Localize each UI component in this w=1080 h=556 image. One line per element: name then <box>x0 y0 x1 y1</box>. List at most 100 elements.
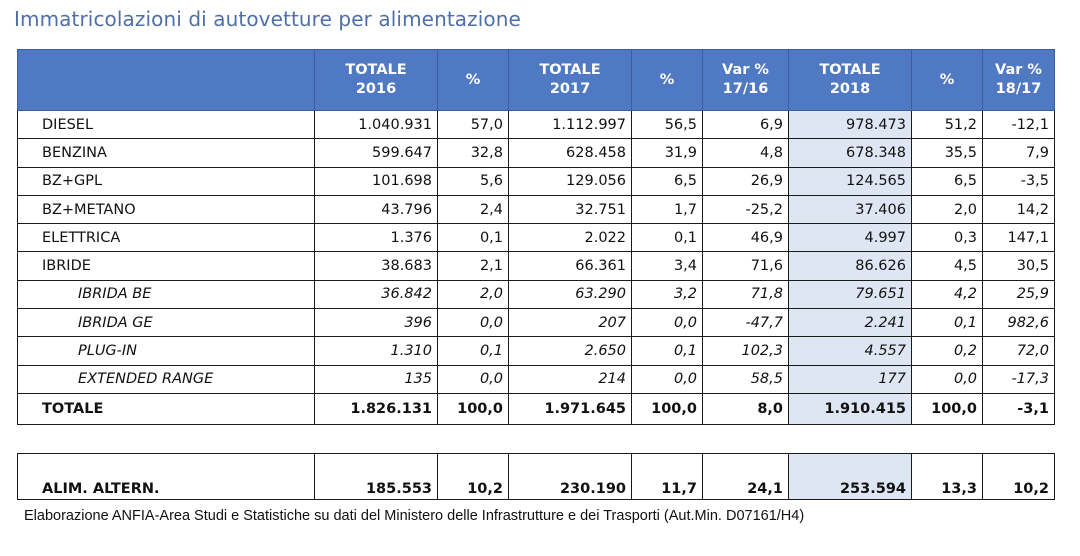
cell-var-17-16: 6,9 <box>702 109 789 140</box>
cell-var-17-16: -25,2 <box>702 194 789 225</box>
cell-pct-2018: 0,3 <box>911 223 983 253</box>
cell-total-2018: 2.241 <box>788 308 912 338</box>
cell-total-2016: 101.698 <box>314 166 438 196</box>
cell-pct-2017: 0,1 <box>631 223 703 253</box>
cell-total-2016: 1.310 <box>314 336 438 366</box>
cell-pct-2016: 10,2 <box>437 453 509 500</box>
row-label: EXTENDED RANGE <box>17 364 315 394</box>
row-label: BZ+GPL <box>17 166 315 196</box>
row-label: ELETTRICA <box>17 223 315 253</box>
table-row: IBRIDA BE 36.842 2,0 63.290 3,2 71,8 79.651 4,2… <box>17 279 1055 310</box>
cell-pct-2018: 100,0 <box>911 392 983 425</box>
cell-pct-2017: 0,0 <box>631 308 703 338</box>
row-label: BZ+METANO <box>17 194 315 225</box>
header-fuel <box>17 49 315 111</box>
cell-total-2018: 1.910.415 <box>788 392 912 425</box>
cell-var-18-17: 7,9 <box>982 138 1055 168</box>
cell-total-2016: 135 <box>314 364 438 394</box>
cell-pct-2018: 51,2 <box>911 109 983 140</box>
cell-total-2017: 2.022 <box>508 223 632 253</box>
cell-pct-2018: 4,2 <box>911 279 983 310</box>
cell-total-2016: 185.553 <box>314 453 438 500</box>
alternative-fuel-table: ALIM. ALTERN. 185.553 10,2 230.190 11,7 … <box>17 453 1055 500</box>
cell-total-2016: 1.040.931 <box>314 109 438 140</box>
cell-total-2017: 129.056 <box>508 166 632 196</box>
registrations-table: TOTALE 2016 % TOTALE 2017 % Var % 17/16 TOT… <box>17 49 1055 425</box>
cell-var-17-16: 58,5 <box>702 364 789 394</box>
header-total-2017: TOTALE 2017 <box>508 49 632 111</box>
cell-total-2018: 79.651 <box>788 279 912 310</box>
cell-pct-2016: 0,0 <box>437 364 509 394</box>
cell-var-18-17: -12,1 <box>982 109 1055 140</box>
cell-total-2016: 1.826.131 <box>314 392 438 425</box>
cell-total-2016: 1.376 <box>314 223 438 253</box>
table-row: BZ+GPL 101.698 5,6 129.056 6,5 26,9 124.565 6,5… <box>17 166 1055 196</box>
table-row: DIESEL 1.040.931 57,0 1.112.997 56,5 6,9 978.4… <box>17 109 1055 140</box>
cell-var-18-17: 72,0 <box>982 336 1055 366</box>
cell-pct-2017: 3,2 <box>631 279 703 310</box>
row-label: DIESEL <box>17 109 315 140</box>
cell-pct-2018: 2,0 <box>911 194 983 225</box>
header-total-2016: TOTALE 2016 <box>314 49 438 111</box>
cell-pct-2018: 35,5 <box>911 138 983 168</box>
cell-var-17-16: -47,7 <box>702 308 789 338</box>
cell-total-2018: 253.594 <box>788 453 912 500</box>
cell-total-2018: 678.348 <box>788 138 912 168</box>
row-label: ALIM. ALTERN. <box>17 453 315 500</box>
cell-total-2017: 66.361 <box>508 251 632 281</box>
cell-pct-2017: 1,7 <box>631 194 703 225</box>
cell-pct-2017: 100,0 <box>631 392 703 425</box>
cell-var-18-17: -17,3 <box>982 364 1055 394</box>
cell-pct-2016: 5,6 <box>437 166 509 196</box>
row-label: IBRIDA GE <box>17 308 315 338</box>
cell-total-2016: 36.842 <box>314 279 438 310</box>
cell-total-2018: 978.473 <box>788 109 912 140</box>
total-row: TOTALE 1.826.131 100,0 1.971.645 100,0 8,0 1.9… <box>17 392 1055 425</box>
cell-var-18-17: 25,9 <box>982 279 1055 310</box>
cell-var-18-17: 10,2 <box>982 453 1055 500</box>
cell-pct-2017: 11,7 <box>631 453 703 500</box>
row-label: IBRIDE <box>17 251 315 281</box>
cell-var-18-17: 14,2 <box>982 194 1055 225</box>
cell-total-2017: 2.650 <box>508 336 632 366</box>
cell-pct-2018: 0,2 <box>911 336 983 366</box>
cell-total-2016: 38.683 <box>314 251 438 281</box>
cell-pct-2016: 100,0 <box>437 392 509 425</box>
cell-var-17-16: 71,8 <box>702 279 789 310</box>
cell-pct-2018: 4,5 <box>911 251 983 281</box>
row-label: TOTALE <box>17 392 315 425</box>
cell-var-18-17: 982,6 <box>982 308 1055 338</box>
cell-pct-2018: 0,0 <box>911 364 983 394</box>
row-label: PLUG-IN <box>17 336 315 366</box>
table-row: PLUG-IN 1.310 0,1 2.650 0,1 102,3 4.557 0,2 72,0 <box>17 336 1055 366</box>
cell-var-17-16: 102,3 <box>702 336 789 366</box>
cell-total-2017: 1.971.645 <box>508 392 632 425</box>
header-pct-2018: % <box>911 49 983 111</box>
header-row: TOTALE 2016 % TOTALE 2017 % Var % 17/16 TOT… <box>17 49 1055 111</box>
cell-var-17-16: 8,0 <box>702 392 789 425</box>
cell-pct-2017: 0,0 <box>631 364 703 394</box>
cell-pct-2016: 0,0 <box>437 308 509 338</box>
alt-fuel-row: ALIM. ALTERN. 185.553 10,2 230.190 11,7 … <box>17 453 1055 500</box>
table-row: EXTENDED RANGE 135 0,0 214 0,0 58,5 177 0,0 -17,… <box>17 364 1055 394</box>
cell-total-2017: 207 <box>508 308 632 338</box>
cell-pct-2017: 31,9 <box>631 138 703 168</box>
cell-total-2017: 214 <box>508 364 632 394</box>
cell-total-2018: 4.557 <box>788 336 912 366</box>
header-var-17-16: Var % 17/16 <box>702 49 789 111</box>
cell-var-18-17: -3,1 <box>982 392 1055 425</box>
header-pct-2017: % <box>631 49 703 111</box>
cell-total-2016: 43.796 <box>314 194 438 225</box>
cell-pct-2016: 32,8 <box>437 138 509 168</box>
cell-total-2017: 32.751 <box>508 194 632 225</box>
page-title: Immatricolazioni di autovetture per alim… <box>14 7 521 31</box>
cell-pct-2018: 13,3 <box>911 453 983 500</box>
table-row: IBRIDA GE 396 0,0 207 0,0 -47,7 2.241 0,1 982,6 <box>17 308 1055 338</box>
cell-pct-2016: 0,1 <box>437 223 509 253</box>
table-row: ELETTRICA 1.376 0,1 2.022 0,1 46,9 4.997 0,3 147… <box>17 223 1055 253</box>
cell-total-2017: 628.458 <box>508 138 632 168</box>
cell-pct-2018: 0,1 <box>911 308 983 338</box>
cell-total-2018: 4.997 <box>788 223 912 253</box>
cell-total-2016: 396 <box>314 308 438 338</box>
cell-var-17-16: 24,1 <box>702 453 789 500</box>
